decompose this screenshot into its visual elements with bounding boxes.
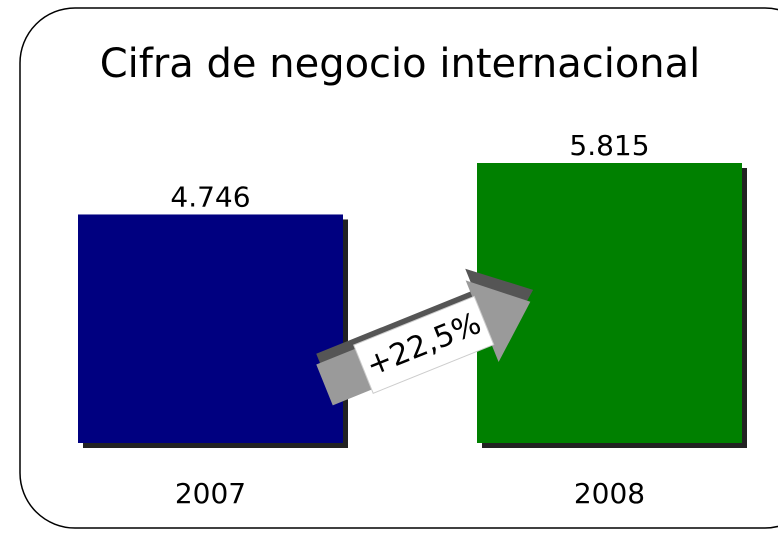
chart-title: Cifra de negocio internacional [100, 41, 701, 87]
x-tick-label: 2007 [175, 477, 246, 510]
value-label: 5.815 [569, 129, 649, 162]
annotation-box [353, 295, 495, 394]
growth-annotation: +22,5% [316, 268, 534, 406]
value-label: 4.746 [170, 180, 250, 213]
x-tick-label: 2008 [574, 477, 645, 510]
bar [78, 214, 343, 443]
